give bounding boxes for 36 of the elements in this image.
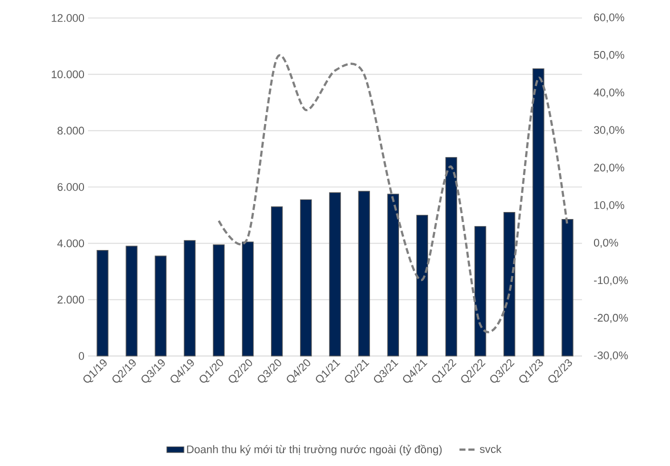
y2-tick-label: -30,0% xyxy=(594,351,628,361)
y-tick-label: 8.000 xyxy=(58,126,84,135)
bar xyxy=(503,212,516,356)
y2-tick-label: 30,0% xyxy=(594,126,624,136)
y2-tick-label: 60,0% xyxy=(594,13,624,23)
bar xyxy=(532,68,544,356)
y2-tick-label: 20,0% xyxy=(594,164,624,173)
y2-tick-label: 40,0% xyxy=(594,88,624,98)
y2-tick-label: 50,0% xyxy=(594,51,624,60)
y-tick-label: 10.000 xyxy=(52,70,84,78)
y-tick-label: 4.000 xyxy=(57,239,84,248)
bar xyxy=(126,246,138,356)
bar xyxy=(300,199,312,356)
bar xyxy=(96,250,108,356)
bar xyxy=(212,244,225,356)
bar xyxy=(242,242,254,356)
y2-tick-label: -20,0% xyxy=(594,314,628,323)
bar xyxy=(329,192,341,356)
y2-tick-label: -10,0% xyxy=(594,276,628,286)
y-tick-label: 6.000 xyxy=(58,183,84,191)
bar xyxy=(154,256,167,356)
y-tick-label: 2.000 xyxy=(58,296,84,304)
bar xyxy=(474,226,486,356)
y-tick-label: 0 xyxy=(78,352,84,360)
bar xyxy=(445,157,458,356)
bar xyxy=(184,240,196,356)
y2-tick-label: 0,0% xyxy=(594,238,618,248)
legend-label: Doanh thu ký mới từ thị trường nước ngoài (tỷ đồng) xyxy=(187,444,442,456)
bar xyxy=(416,214,428,356)
bar xyxy=(358,190,370,356)
bar xyxy=(271,206,283,356)
y2-tick-label: 10,0% xyxy=(594,201,624,210)
y-tick-label: 12.000 xyxy=(52,14,84,22)
bar xyxy=(562,219,574,356)
bar xyxy=(387,194,399,356)
legend-label: svck xyxy=(480,444,502,453)
